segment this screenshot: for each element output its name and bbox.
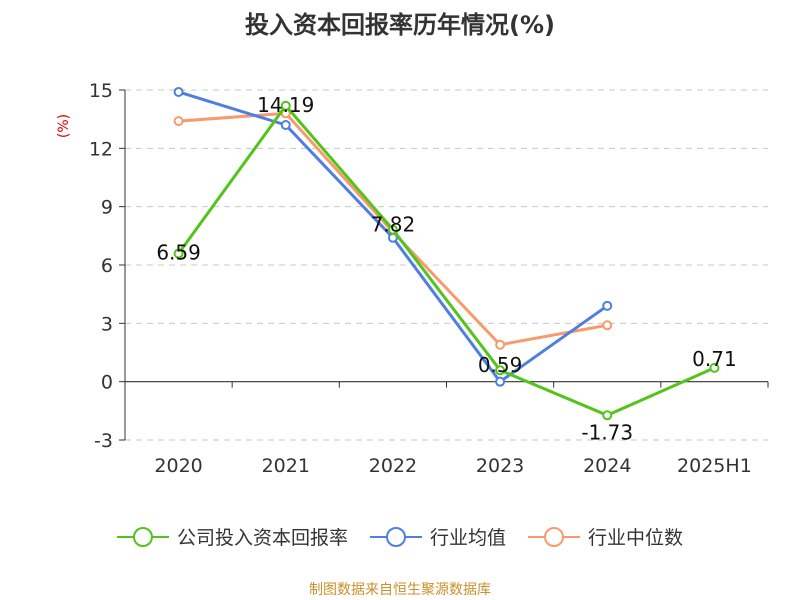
x-tick-label: 2020	[154, 455, 202, 477]
data-labels: 6.59 14.19 7.82 0.59 -1.73 0.71	[156, 93, 736, 445]
data-point	[495, 365, 506, 376]
legend-label: 公司投入资本回报率	[177, 527, 348, 549]
data-point	[602, 410, 613, 421]
x-tick-label: 2023	[476, 455, 524, 477]
legend-label: 行业均值	[430, 527, 506, 549]
y-tick-label: -3	[94, 430, 113, 452]
data-label: 0.71	[692, 347, 737, 371]
legend-symbol-marker	[385, 527, 406, 547]
legend: 公司投入资本回报率 行业均值 行业中位数	[116, 527, 683, 549]
series-lines	[173, 86, 720, 421]
gridlines	[125, 89, 768, 441]
data-label: 14.19	[257, 93, 314, 117]
data-point	[602, 300, 613, 311]
data-point	[280, 100, 291, 111]
source-note: 制图数据来自恒生聚源数据库	[309, 582, 491, 598]
data-label: -1.73	[581, 420, 633, 444]
y-tick-label: 12	[89, 138, 113, 160]
x-tick-label: 2024	[583, 455, 631, 477]
y-axis-unit: (%)	[56, 114, 72, 138]
y-tick-label: 9	[101, 197, 113, 219]
y-tick-label: 15	[89, 80, 113, 102]
x-tick-label: 2025H1	[677, 455, 752, 477]
y-tick-label: 0	[101, 372, 113, 394]
chart-title: 投入资本回报率历年情况(%)	[245, 11, 555, 39]
legend-symbol-marker	[132, 527, 153, 547]
data-point	[173, 116, 184, 127]
data-label: 0.59	[478, 353, 523, 377]
x-tick-label: 2022	[369, 455, 417, 477]
data-label: 7.82	[371, 213, 416, 237]
legend-symbol-marker	[544, 527, 565, 547]
y-tick-label: 3	[101, 313, 113, 335]
x-tick-label: 2021	[262, 455, 310, 477]
data-point	[602, 320, 613, 331]
data-label: 6.59	[156, 241, 201, 265]
data-point	[495, 376, 506, 387]
data-point	[173, 248, 184, 259]
y-tick-label: 6	[101, 255, 113, 277]
data-point	[280, 120, 291, 130]
data-point	[709, 362, 720, 373]
data-point	[173, 86, 184, 97]
legend-label: 行业中位数	[588, 527, 683, 549]
data-point	[387, 224, 398, 235]
data-point	[495, 339, 506, 350]
axes: -3 0 3 6 9 12 15 2020 2021 2022 2023 2024 2025H1	[89, 80, 769, 477]
series-line	[177, 104, 716, 417]
